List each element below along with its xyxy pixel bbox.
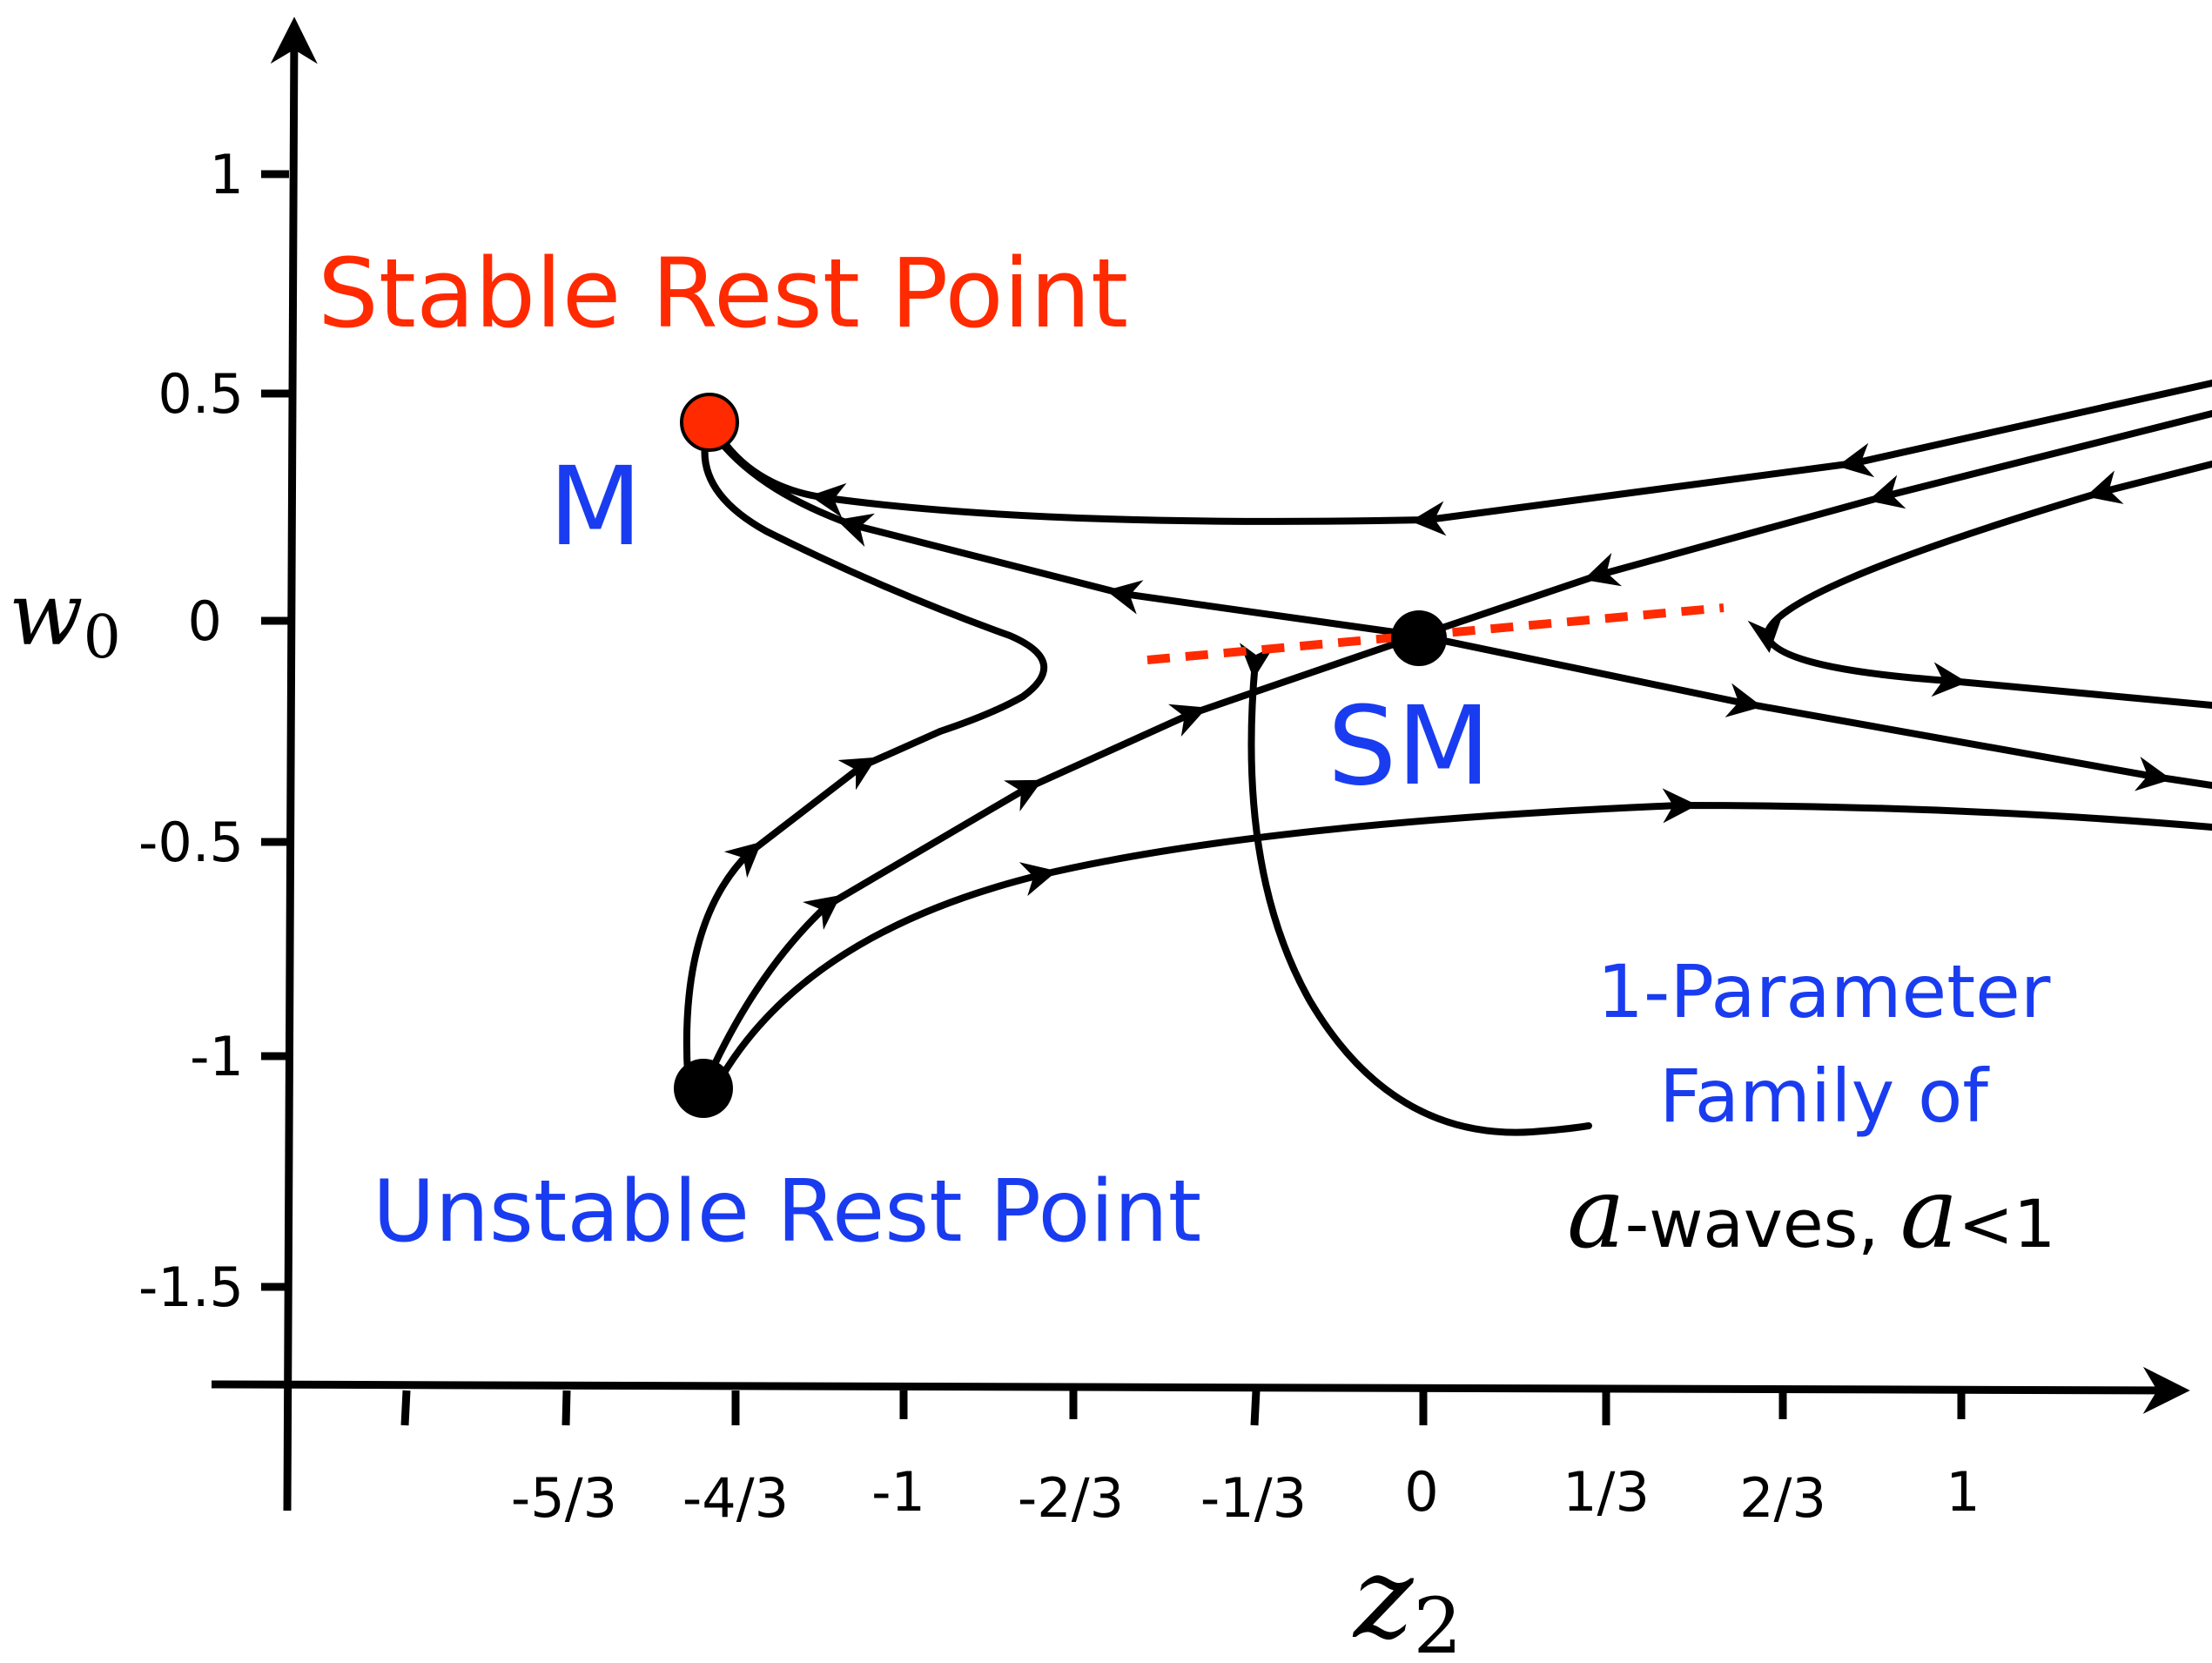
x-tick-mark — [561, 1390, 571, 1426]
family-label-line1: 1-Parameter — [1597, 949, 2051, 1034]
y-tick-label: -0.5 — [138, 811, 244, 874]
x-tick-label: -1 — [871, 1460, 925, 1524]
y-tick-label: -1 — [190, 1025, 244, 1088]
y-tick-label: -1.5 — [138, 1256, 244, 1319]
y-axis-label: w0 — [9, 563, 121, 672]
trajectory-m-loop — [701, 423, 1048, 735]
trajectory-right-hook — [1747, 461, 2212, 709]
x-axis — [211, 1366, 2190, 1414]
x-tick-label: -1/3 — [1200, 1466, 1307, 1530]
stable-rest-point-label: Stable Rest Point — [318, 238, 1128, 349]
x-tick-label: 1/3 — [1563, 1460, 1650, 1524]
trajectory-sm-lower-right — [1415, 632, 2212, 791]
y-tick-labels: 1 0.5 0 -0.5 -1 -1.5 — [138, 143, 244, 1319]
x-tick-label: 1 — [1946, 1460, 1980, 1524]
x-ticks — [400, 1390, 1966, 1426]
family-label-line2: Family of — [1659, 1054, 1990, 1139]
y-tick-label: 0.5 — [158, 362, 244, 426]
m-label: M — [548, 444, 642, 570]
trajectory-lower — [719, 788, 2212, 1079]
y-axis — [270, 17, 318, 1512]
trajectory-top — [710, 380, 2212, 536]
y-tick-label: 0 — [188, 589, 222, 653]
unstable-rest-point-label: Unstable Rest Point — [373, 1162, 1201, 1262]
sm-label: SM — [1328, 683, 1490, 810]
family-label-line3: a-waves, a<1 — [1567, 1157, 2055, 1270]
unstable-rest-point — [674, 1059, 733, 1118]
x-axis-label: z2 — [1352, 1532, 1462, 1659]
x-tick-label: -5/3 — [511, 1466, 617, 1530]
x-tick-mark — [400, 1390, 411, 1426]
x-tick-label: -4/3 — [682, 1466, 789, 1530]
x-tick-label: -2/3 — [1018, 1466, 1124, 1530]
x-tick-mark — [1250, 1390, 1261, 1426]
trajectory-unstable-to-m — [682, 728, 944, 1079]
separatrix-sm-to-m — [706, 423, 1422, 639]
separatrix-unstable-to-sm — [706, 632, 1422, 1079]
y-ticks — [261, 170, 289, 1291]
saddle-point-sm — [1391, 610, 1447, 666]
family-pointer-curve — [1239, 643, 1592, 1136]
y-tick-label: 1 — [210, 143, 244, 206]
x-tick-label: 2/3 — [1739, 1466, 1826, 1530]
x-tick-labels: -5/3 -4/3 -1 -2/3 -1/3 0 1/3 2/3 1 — [511, 1460, 1980, 1530]
trajectory-upper-right — [1415, 410, 2212, 639]
stable-rest-point — [680, 393, 739, 452]
x-tick-label: 0 — [1404, 1460, 1438, 1524]
